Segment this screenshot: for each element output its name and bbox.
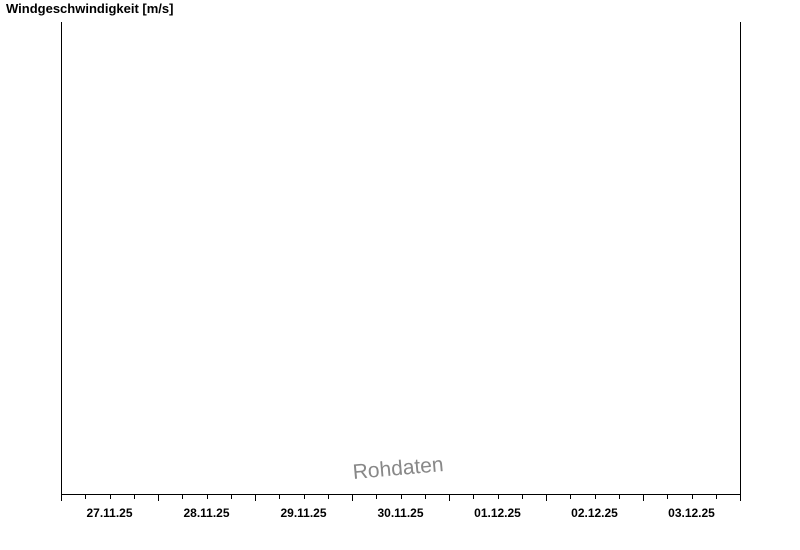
x-tick-label: 01.12.25 [474,506,521,520]
x-tick-label: 28.11.25 [183,506,229,520]
chart-title: Windgeschwindigkeit [m/s] [6,1,174,16]
x-tick-label: 30.11.25 [377,506,423,520]
x-tick-label: 27.11.25 [86,506,132,520]
x-tick-label: 02.12.25 [571,506,618,520]
watermark: Rohdaten [352,453,445,484]
x-tick-label: 29.11.25 [280,506,326,520]
x-tick-label: 03.12.25 [668,506,715,520]
